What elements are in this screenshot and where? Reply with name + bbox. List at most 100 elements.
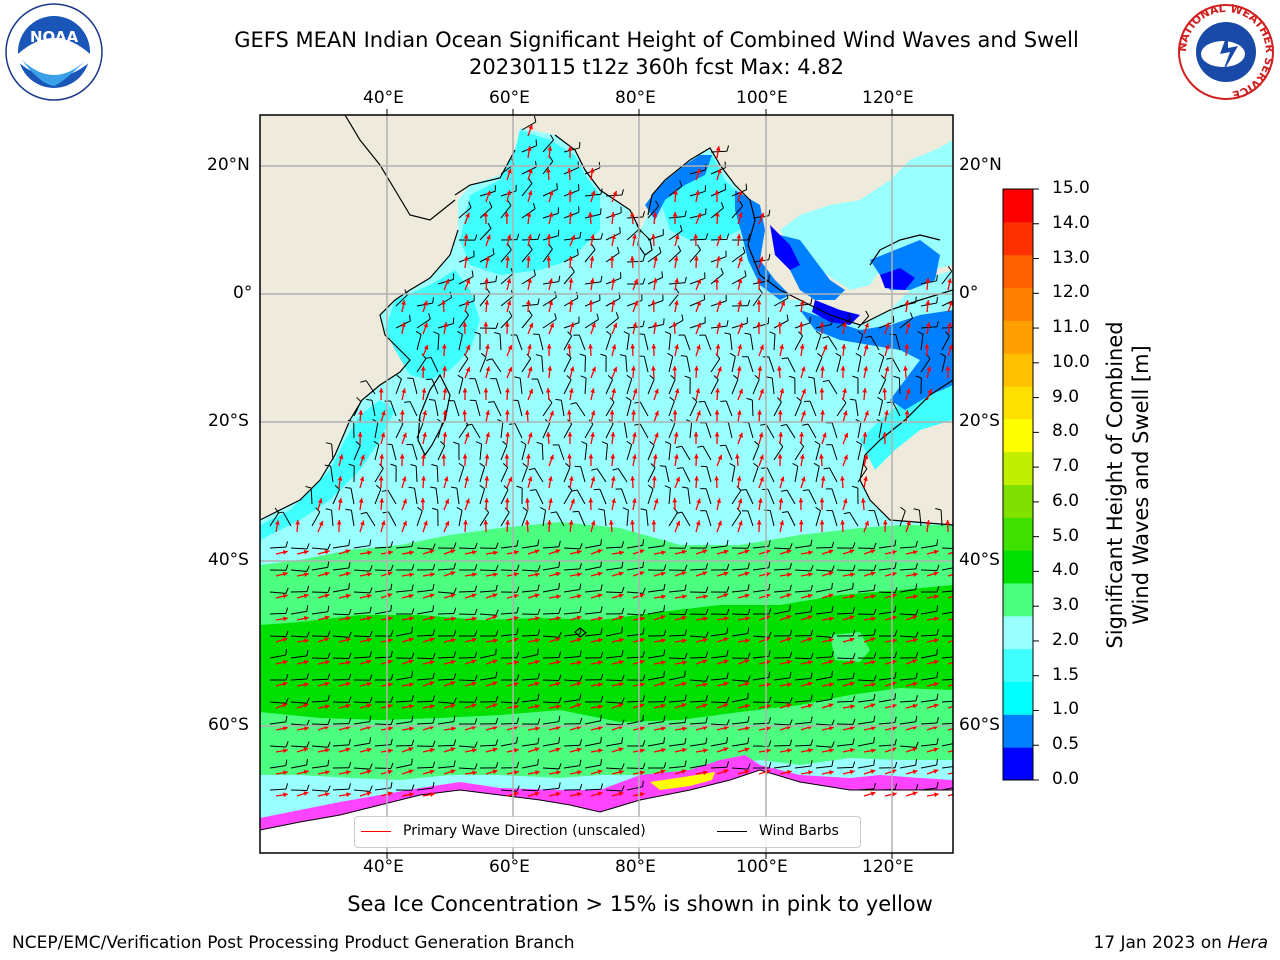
wave-direction-arrow	[947, 322, 952, 335]
wave-direction-arrow	[737, 498, 743, 511]
wind-barb	[500, 244, 512, 263]
wave-direction-arrow	[464, 300, 470, 313]
wave-direction-arrow	[569, 366, 575, 379]
wave-direction-arrow	[422, 520, 428, 533]
wind-barb	[815, 582, 833, 593]
wind-barb	[731, 246, 746, 263]
wind-barb	[374, 564, 394, 572]
colorbar-tick-label: 15.0	[1052, 178, 1090, 198]
wind-barb	[479, 762, 499, 769]
wave-direction-arrow	[527, 432, 533, 445]
wave-direction-arrow	[588, 299, 594, 313]
wind-barb	[324, 464, 334, 483]
wind-barb	[773, 604, 791, 615]
wind-barb	[374, 605, 392, 615]
wind-barb	[457, 374, 464, 395]
wave-direction-arrow	[401, 659, 414, 665]
wave-direction-arrow	[569, 615, 582, 621]
wind-barb	[941, 743, 953, 747]
wind-barb	[668, 584, 687, 593]
wave-direction-arrow	[947, 618, 953, 621]
wave-direction-arrow	[590, 476, 596, 489]
wind-barb	[353, 539, 372, 549]
wave-direction-arrow	[694, 365, 699, 379]
colorbar-segment	[1003, 714, 1033, 748]
wind-barb	[353, 606, 372, 615]
wave-direction-arrow	[569, 572, 582, 577]
wave-direction-arrow	[716, 659, 729, 665]
wave-direction-arrow	[925, 520, 931, 533]
wind-barb	[899, 631, 919, 638]
wave-direction-arrow	[716, 498, 722, 511]
wind-barb	[836, 564, 856, 572]
wind-barb	[689, 233, 709, 241]
wind-barb	[899, 562, 918, 571]
wave-direction-arrow	[589, 256, 595, 269]
wave-direction-arrow	[674, 344, 679, 357]
wave-direction-arrow	[674, 615, 687, 621]
wind-barb	[269, 649, 287, 659]
wind-barb	[416, 629, 436, 637]
wind-barb	[479, 352, 487, 373]
wind-barb	[332, 717, 352, 725]
wind-barb	[584, 208, 602, 219]
wave-direction-arrow	[716, 747, 729, 753]
wave-direction-arrow	[695, 659, 708, 665]
wind-barb	[698, 400, 712, 417]
wave-direction-arrow	[274, 520, 280, 533]
wind-barb	[729, 462, 736, 483]
wind-barb	[647, 564, 667, 571]
wind-barb	[794, 565, 814, 572]
wave-direction-arrow	[926, 638, 939, 643]
wave-direction-arrow	[695, 212, 702, 225]
wave-arrows-layer	[274, 124, 953, 798]
wave-direction-arrow	[651, 365, 656, 379]
wind-barb	[626, 374, 633, 395]
wave-band-4-5m	[260, 585, 953, 722]
colorbar-segment	[1003, 418, 1033, 453]
wind-barb	[899, 312, 914, 329]
wave-direction-arrow	[443, 747, 456, 753]
wave-direction-arrow	[737, 659, 750, 665]
wave-direction-arrow	[673, 256, 679, 269]
wave-direction-arrow	[863, 703, 876, 709]
wave-direction-arrow	[485, 769, 498, 775]
wind-barb	[332, 485, 341, 505]
wind-barb	[815, 565, 835, 572]
wave-direction-arrow	[884, 593, 897, 599]
wave-direction-arrow	[693, 453, 699, 467]
wave-direction-arrow	[443, 571, 456, 577]
wave-direction-arrow	[485, 659, 498, 665]
wave-direction-arrow	[485, 256, 490, 269]
wave-direction-arrow	[484, 454, 490, 467]
wave-direction-arrow	[758, 703, 771, 709]
wind-barb	[563, 353, 572, 373]
wind-barb	[668, 288, 680, 307]
wind-barb	[550, 511, 565, 527]
wind-barb	[815, 693, 834, 703]
wind-barb	[311, 586, 331, 593]
wind-barb	[269, 607, 289, 615]
wind-barb	[731, 507, 742, 527]
wind-barb	[332, 539, 351, 549]
wind-barb	[416, 313, 431, 329]
wind-barb	[521, 178, 533, 197]
wave-direction-arrow	[926, 769, 939, 775]
wind-barb	[353, 696, 373, 704]
wave-direction-arrow	[401, 572, 414, 578]
wave-direction-arrow	[567, 189, 573, 203]
wind-barb	[889, 333, 901, 351]
wind-barb	[290, 673, 309, 681]
wind-barb	[878, 352, 885, 373]
lon-top-label: 100°E	[736, 88, 788, 108]
wave-direction-arrow	[527, 344, 532, 357]
wave-direction-arrow	[716, 571, 729, 577]
wave-direction-arrow	[714, 189, 720, 203]
wave-direction-arrow	[735, 453, 740, 467]
wave-direction-arrow	[905, 659, 918, 665]
wave-direction-arrow	[863, 454, 869, 467]
wave-direction-arrow	[947, 793, 953, 797]
wave-direction-arrow	[653, 594, 666, 600]
wind-barb	[521, 269, 536, 285]
wave-direction-arrow	[505, 519, 510, 533]
